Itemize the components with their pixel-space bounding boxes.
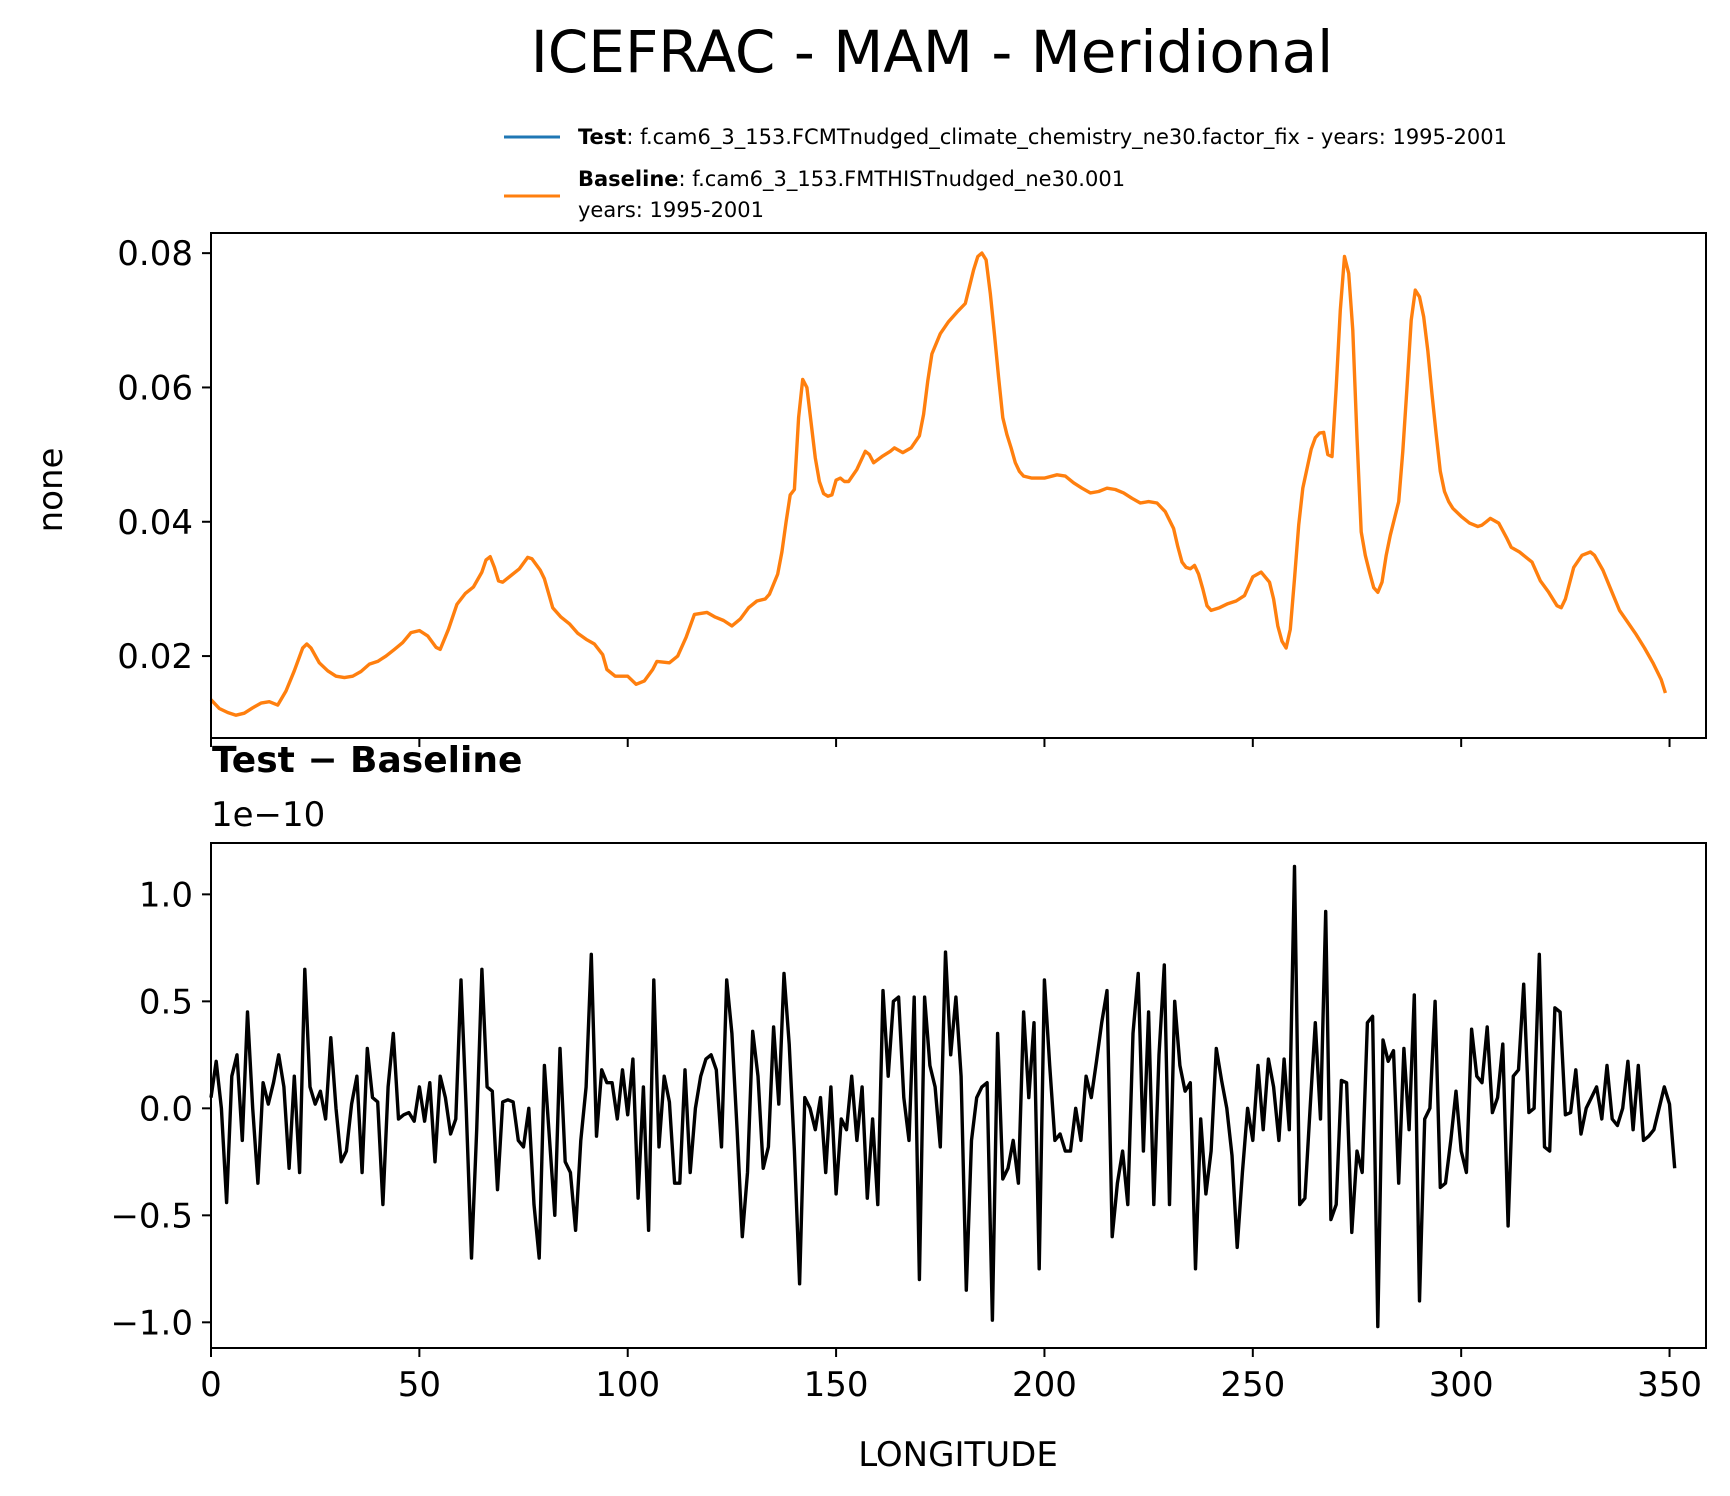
bottom-x-tick-label: 50 xyxy=(398,1365,441,1405)
legend: Test: f.cam6_3_153.FCMTnudged_climate_ch… xyxy=(504,125,1507,222)
series-line-difference xyxy=(209,864,1677,1329)
top-y-tick-label: 0.04 xyxy=(117,503,193,543)
bottom-x-tick-label: 300 xyxy=(1429,1365,1494,1405)
series-line-baseline xyxy=(209,251,1668,717)
chart-title: ICEFRAC - MAM - Meridional xyxy=(531,18,1334,86)
bottom-y-tick-label: 0.5 xyxy=(139,982,193,1022)
legend-baseline-text2: years: 1995-2001 xyxy=(578,198,764,222)
bottom-x-tick-label: 250 xyxy=(1220,1365,1285,1405)
top-plot-frame xyxy=(210,232,1707,739)
top-y-tick-label: 0.08 xyxy=(117,234,193,274)
bottom-x-tick-label: 150 xyxy=(804,1365,869,1405)
top-x-ticks xyxy=(210,738,1671,747)
legend-test-label: Test xyxy=(578,125,626,149)
bottom-x-tick-label: 200 xyxy=(1012,1365,1077,1405)
legend-test-text: : f.cam6_3_153.FCMTnudged_climate_chemis… xyxy=(626,125,1507,150)
bottom-plot-frame xyxy=(210,842,1707,1349)
top-y-axis-label: none xyxy=(31,448,71,533)
bottom-panel: Test − Baseline 1e−10 −1.0−0.50.00.51.0 … xyxy=(110,740,1707,1475)
legend-baseline-label: Baseline xyxy=(578,167,679,191)
bottom-x-axis-label: LONGITUDE xyxy=(858,1435,1058,1475)
bottom-y-tick-label: −0.5 xyxy=(110,1196,193,1236)
top-panel: 0.02 0.04 0.06 0.08 none xyxy=(31,232,1707,747)
legend-baseline-entry: Baseline: f.cam6_3_153.FMTHISTnudged_ne3… xyxy=(578,167,1125,192)
bottom-x-ticks: 0 50 100 150 200 250 300 350 xyxy=(200,1348,1702,1405)
bottom-x-tick-label: 0 xyxy=(200,1365,222,1405)
series-line-test xyxy=(211,253,1665,715)
top-y-ticks: 0.02 0.04 0.06 0.08 xyxy=(117,234,211,677)
bottom-x-tick-label: 100 xyxy=(595,1365,660,1405)
bottom-panel-title: Test − Baseline xyxy=(212,740,522,781)
top-y-tick-label: 0.02 xyxy=(117,637,193,677)
bottom-y-tick-label: −1.0 xyxy=(110,1303,193,1343)
bottom-y-ticks: −1.0 −0.5 0.0 0.5 1.0 xyxy=(110,875,211,1343)
bottom-offset-label: 1e−10 xyxy=(211,795,325,835)
bottom-y-tick-label: 0.0 xyxy=(139,1089,193,1129)
legend-baseline-text: : f.cam6_3_153.FMTHISTnudged_ne30.001 xyxy=(679,167,1126,192)
top-y-tick-label: 0.06 xyxy=(117,368,193,408)
bottom-y-tick-label: 1.0 xyxy=(139,875,193,915)
legend-test-entry: Test: f.cam6_3_153.FCMTnudged_climate_ch… xyxy=(578,125,1507,150)
bottom-x-tick-label: 350 xyxy=(1637,1365,1702,1405)
